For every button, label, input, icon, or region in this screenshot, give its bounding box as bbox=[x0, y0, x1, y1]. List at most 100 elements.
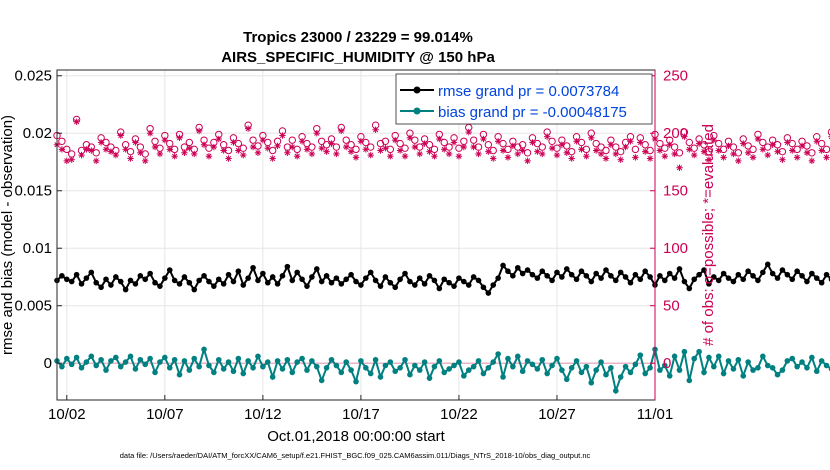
rmse-point bbox=[818, 279, 825, 286]
rmse-point bbox=[142, 276, 149, 283]
bias-point bbox=[348, 367, 354, 373]
rmse-point bbox=[113, 274, 119, 280]
rmse-point bbox=[343, 276, 349, 283]
evaluated-obs-marker bbox=[789, 147, 796, 154]
rmse-point bbox=[730, 278, 737, 285]
evaluated-obs-marker bbox=[529, 139, 536, 146]
left-tick-label: 0.01 bbox=[23, 240, 52, 257]
bias-point bbox=[132, 366, 139, 372]
bias-point bbox=[647, 365, 653, 371]
bias-point bbox=[794, 363, 800, 370]
rmse-point bbox=[279, 273, 286, 279]
evaluated-obs-marker bbox=[543, 133, 551, 140]
rmse-point bbox=[446, 279, 452, 286]
rmse-point bbox=[392, 284, 399, 291]
evaluated-obs-marker bbox=[181, 149, 188, 156]
bias-point bbox=[363, 365, 369, 371]
bias-point bbox=[740, 373, 747, 379]
rmse-point bbox=[196, 277, 202, 284]
bias-point bbox=[539, 356, 546, 363]
evaluated-obs-marker bbox=[347, 148, 355, 155]
evaluated-obs-marker bbox=[676, 164, 683, 171]
evaluated-obs-marker bbox=[539, 150, 546, 158]
evaluated-obs-marker bbox=[592, 147, 600, 154]
rmse-point bbox=[264, 279, 271, 286]
left-tick-label: 0 bbox=[44, 355, 52, 372]
bias-point bbox=[529, 361, 536, 368]
bias-point bbox=[73, 354, 80, 361]
evaluated-obs-marker bbox=[715, 147, 722, 154]
rmse-point bbox=[519, 270, 526, 277]
right-tick-label: 250 bbox=[663, 68, 688, 85]
bias-point bbox=[789, 355, 796, 362]
possible-obs-marker bbox=[249, 136, 257, 144]
rmse-point bbox=[284, 263, 291, 270]
bias-point bbox=[264, 359, 271, 365]
evaluated-obs-marker bbox=[823, 154, 830, 161]
evaluated-obs-marker bbox=[695, 140, 703, 147]
possible-obs-marker bbox=[440, 138, 448, 147]
bias-point bbox=[510, 363, 516, 370]
bias-point bbox=[436, 358, 443, 364]
evaluated-obs-marker bbox=[465, 128, 472, 136]
rmse-point bbox=[779, 267, 786, 273]
legend-marker-bias bbox=[413, 107, 421, 115]
bias-point bbox=[313, 363, 320, 370]
bias-point bbox=[534, 366, 541, 372]
evaluated-obs-marker bbox=[627, 138, 634, 145]
bias-point bbox=[59, 363, 65, 370]
rmse-point bbox=[363, 275, 369, 281]
rmse-point bbox=[642, 268, 648, 275]
rmse-point bbox=[73, 271, 80, 278]
chart-title-line1: Tropics 23000 / 23229 = 99.014% bbox=[243, 29, 473, 46]
evaluated-obs-marker bbox=[622, 143, 629, 151]
x-tick-label: 10/02 bbox=[48, 406, 86, 423]
rmse-point bbox=[358, 282, 364, 288]
bias-point bbox=[735, 356, 742, 363]
bias-point bbox=[441, 369, 448, 376]
evaluated-obs-marker bbox=[83, 146, 90, 153]
rmse-point bbox=[181, 274, 188, 280]
evaluated-obs-marker bbox=[146, 130, 154, 137]
rmse-point bbox=[98, 284, 104, 291]
evaluated-obs-marker bbox=[235, 147, 242, 154]
evaluated-obs-marker bbox=[171, 153, 178, 160]
evaluated-obs-marker bbox=[122, 146, 129, 153]
rmse-point bbox=[152, 279, 158, 286]
rmse-point bbox=[304, 283, 310, 289]
rmse-point bbox=[137, 273, 144, 279]
evaluated-obs-marker bbox=[470, 143, 477, 151]
rmse-point bbox=[157, 283, 163, 289]
rmse-point bbox=[68, 278, 75, 285]
rmse-point bbox=[789, 276, 796, 283]
rmse-point bbox=[348, 271, 354, 278]
bias-point bbox=[431, 363, 438, 370]
evaluated-obs-marker bbox=[210, 143, 218, 151]
rmse-point bbox=[554, 269, 560, 276]
possible-obs-marker bbox=[827, 128, 830, 136]
evaluated-obs-marker bbox=[200, 141, 208, 148]
possible-obs-marker bbox=[631, 145, 640, 154]
evaluated-obs-marker bbox=[519, 147, 526, 154]
rmse-point bbox=[132, 281, 139, 287]
evaluated-obs-marker bbox=[445, 150, 453, 158]
evaluated-obs-marker bbox=[318, 144, 325, 152]
evaluated-obs-marker bbox=[151, 143, 159, 151]
rmse-point bbox=[441, 276, 448, 283]
evaluated-obs-marker bbox=[803, 149, 811, 156]
x-tick-label: 10/12 bbox=[244, 406, 282, 423]
evaluated-obs-marker bbox=[367, 151, 374, 159]
bias-point bbox=[676, 367, 683, 373]
evaluated-obs-marker bbox=[215, 135, 222, 143]
rmse-point bbox=[524, 267, 531, 273]
bias-point bbox=[588, 379, 595, 386]
bias-point bbox=[823, 362, 830, 369]
evaluated-obs-marker bbox=[107, 148, 115, 155]
evaluated-obs-marker bbox=[406, 134, 414, 142]
bias-point bbox=[93, 362, 100, 369]
bias-point bbox=[583, 363, 590, 370]
bias-point bbox=[274, 358, 281, 364]
bias-point bbox=[78, 365, 85, 371]
rmse-point bbox=[108, 282, 114, 288]
bias-point bbox=[147, 355, 153, 362]
